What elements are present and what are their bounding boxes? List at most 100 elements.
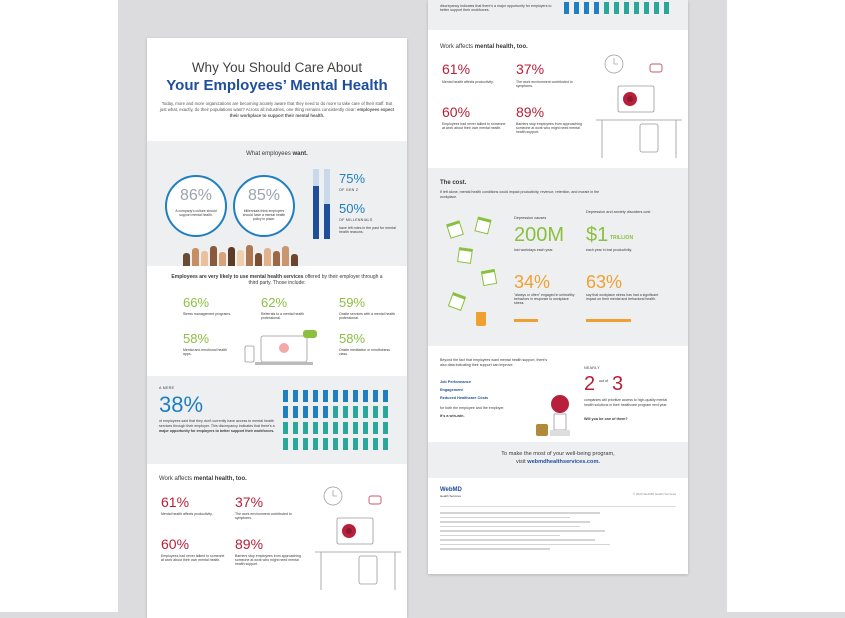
person-icon [353,390,358,402]
person-icon [323,422,328,434]
work-37-text: The work environment contributed to symp… [235,512,292,521]
person-icon [574,2,579,14]
person-icon [293,422,298,434]
person-icon [383,406,388,418]
stat-86-text: A company's culture should support menta… [175,209,217,217]
stat-75-label: OF GEN Z [339,188,359,192]
work-61-value: 61% [161,494,190,510]
anxiety-value: $1 [586,224,609,246]
stat-50-label: OF MILLENNIALS [339,218,373,222]
work-60-text: Employees had never talked to someone at… [161,554,225,563]
person-icon [584,2,589,14]
stat-38-text: of employees said that they don't curren… [159,419,275,434]
service-58b-value: 58% [339,331,366,346]
title-line-1: Why You Should Care About [191,60,363,75]
person-icon [614,2,619,14]
stat-85-value: 85% [247,187,281,204]
person-icon [293,406,298,418]
stat-34-text: "always or often" engaged in unhealthy b… [514,293,575,306]
three-value: 3 [612,373,624,395]
awareness-continued-section: discrepancy indicates that there's a maj… [428,0,688,30]
webmd-logo-sub: Health Services [440,494,462,498]
work-right-60-text: Employees had never talked to someone at… [442,122,506,131]
service-62-text: Referrals to a mental health professiona… [261,312,304,321]
stat-34-value: 34% [514,272,551,292]
stat-75-value: 75% [339,171,366,186]
service-59-text: Onsite services with a mental health pro… [339,312,396,321]
webmd-logo: WebMD [440,487,462,493]
benefits-outro: for both the employee and the employer. [440,406,505,410]
person-icon [564,2,569,14]
anxiety-text: each year in lost productivity. [586,248,633,252]
desk-illustration [315,486,401,590]
desk-illustration-right [596,54,682,158]
person-icon [293,390,298,402]
nearly-question: Will you be one of them? [584,417,628,421]
work-right-37-text: The work environment contributed to symp… [516,80,573,89]
work-right-37-value: 37% [516,61,545,77]
person-icon [323,406,328,418]
stat-63-value: 63% [586,272,623,292]
service-66-text: Stress management programs. [183,312,232,316]
person-icon [303,438,308,450]
footer-section: WebMD Health Services © 2022 WebMD Healt… [428,478,688,574]
cta-link[interactable]: webmdhealthservices.com. [527,459,600,465]
benefit-link-healthcare-costs[interactable]: Reduced Healthcare Costs [440,396,489,400]
infographic-page-1: Why You Should Care About Your Employees… [147,38,407,618]
person-icon [303,406,308,418]
a-mere-label: A MERE [159,386,175,390]
people-row-illustration [564,2,682,20]
person-icon [383,390,388,402]
stat-63-text: say that workplace stress has had a sign… [586,293,659,302]
raised-hands-illustration [183,237,303,266]
services-heading: Employees are very likely to use mental … [171,274,383,286]
person-icon [373,438,378,450]
person-icon [353,422,358,434]
person-icon [283,406,288,418]
references-list [440,512,610,550]
work-section: Work affects mental health, too. 61% Men… [147,464,407,618]
benefit-link-engagement[interactable]: Engagement [440,388,463,392]
depression-label: Depression causes [514,216,547,220]
anxiety-unit: TRILLION [610,235,634,241]
stat-85-text: Millennials think employers should have … [242,209,286,221]
person-icon [634,2,639,14]
service-66-value: 66% [183,295,210,310]
footer-divider [440,506,676,507]
person-icon [283,390,288,402]
wants-section: What employees want. 86% A company's cul… [147,141,407,266]
stat-left-roles-note: have left roles in the past for mental h… [339,226,396,235]
title-line-2: Your Employees’ Mental Health [166,77,388,94]
out-of-label: out of [599,379,608,383]
service-58b-text: Onsite meditation or mindfulness class. [339,348,390,357]
person-icon [343,406,348,418]
person-icon [333,390,338,402]
nearly-text: companies will prioritize access to high… [584,398,668,407]
person-icon [604,2,609,14]
stat-86-value: 86% [179,187,213,204]
work-section-right: Work affects mental health, too. 61% Men… [428,30,688,168]
stat-38-value: 38% [159,392,204,417]
benefits-intro: Beyond the fact that employees want ment… [440,358,548,368]
work-right-61-value: 61% [442,61,471,77]
cost-heading: The cost. [440,180,467,186]
work-right-89-text: Barriers stop employees from approaching… [516,122,582,135]
awareness-section: A MERE 38% of employees said that they d… [147,376,407,464]
benefit-link-job-performance[interactable]: Job Performance [440,380,472,384]
work-61-text: Mental health affects productivity. [161,512,213,516]
work-right-60-value: 60% [442,104,471,120]
work-right-89-value: 89% [516,104,545,120]
laptop-phone-illustration [244,330,317,365]
work-right-61-text: Mental health affects productivity. [442,80,494,84]
benefits-win-win: It's a win-win. [440,414,465,418]
person-icon [373,390,378,402]
person-icon [594,2,599,14]
anxiety-label: Depression and anxiety disorders cost [586,210,651,214]
service-62-value: 62% [261,295,288,310]
cta-section: To make the most of your well-being prog… [428,442,688,478]
stat-ring-86: 86% A company's culture should support m… [165,175,227,237]
person-icon [313,390,318,402]
person-icon [363,390,368,402]
cta-line-2: visit webmdhealthservices.com. [516,459,600,465]
service-58a-value: 58% [183,331,210,346]
